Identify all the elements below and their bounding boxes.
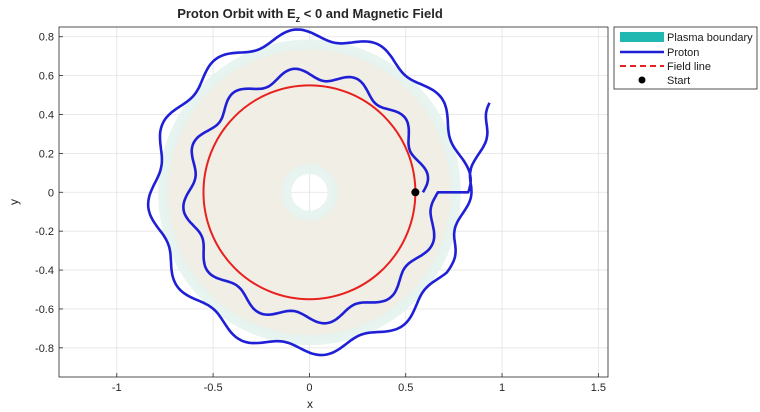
start-marker <box>411 188 420 197</box>
y-tick-label: 0.6 <box>39 71 54 83</box>
y-axis-label: y <box>7 199 21 205</box>
y-tick-label: -0.2 <box>35 226 54 238</box>
legend-label-proton: Proton <box>667 47 699 59</box>
y-tick-label: -0.4 <box>35 265 54 277</box>
y-tick-label: 0.4 <box>39 110 54 122</box>
legend-marker-start <box>638 76 646 84</box>
x-tick-label: 1.5 <box>591 382 606 394</box>
axis-ticks: -1 -0.5 0 0.5 1 1.5 -0.8 -0.6 -0.4 -0.2 0 0.2 0.4 0.6… <box>35 32 606 394</box>
legend-label-field-line: Field line <box>667 61 711 73</box>
legend-swatch-plasma-boundary <box>620 32 664 42</box>
x-tick-label: -1 <box>112 382 122 394</box>
legend-label-start: Start <box>667 75 690 87</box>
y-tick-label: 0 <box>48 187 54 199</box>
x-tick-label: -0.5 <box>204 382 223 394</box>
y-tick-label: 0.8 <box>39 32 54 44</box>
axes-box <box>58 26 609 378</box>
legend: Plasma boundary Proton Field line Start <box>613 26 758 90</box>
y-tick-label: -0.6 <box>35 304 54 316</box>
proton-orbit-line <box>146 28 491 357</box>
x-tick-label: 0.5 <box>398 382 413 394</box>
x-axis-label: x <box>307 397 313 411</box>
x-tick-label: 0 <box>306 382 312 394</box>
plasma-boundary <box>158 39 461 346</box>
chart-title: Proton Orbit with Ez < 0 and Magnetic Fi… <box>177 6 443 24</box>
legend-label-plasma-boundary: Plasma boundary <box>667 32 753 44</box>
y-tick-label: -0.8 <box>35 343 54 355</box>
y-tick-label: 0.2 <box>39 148 54 160</box>
x-tick-label: 1 <box>499 382 505 394</box>
plot-area <box>146 28 491 357</box>
